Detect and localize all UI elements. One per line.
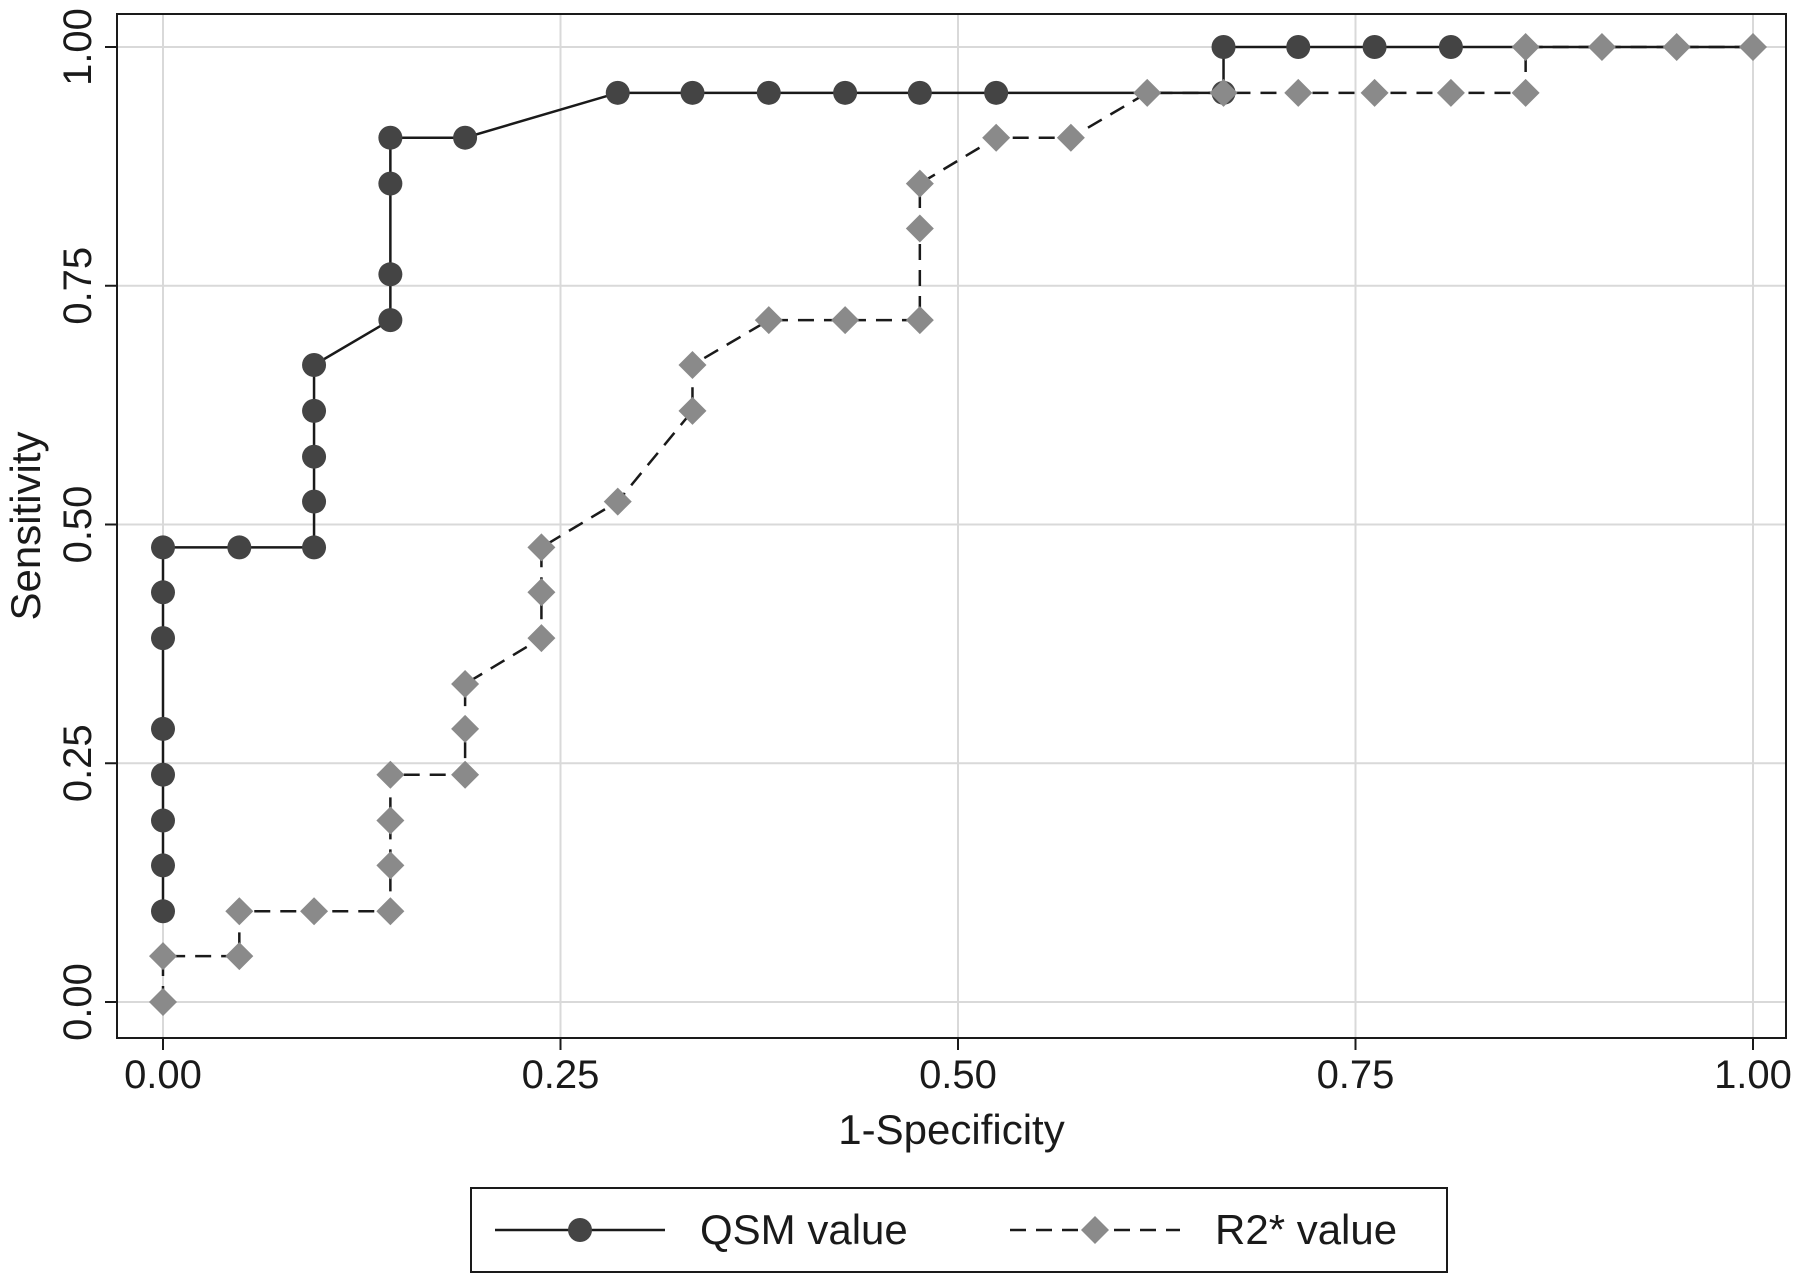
r2-point bbox=[527, 624, 556, 653]
qsm-point bbox=[302, 444, 327, 469]
r2-point bbox=[300, 897, 329, 926]
y-tick-label: 0.25 bbox=[56, 724, 100, 802]
plot-frame bbox=[116, 13, 1787, 1039]
qsm-point bbox=[756, 80, 781, 105]
qsm-point bbox=[302, 489, 327, 514]
y-axis-title: Sensitivity bbox=[2, 431, 49, 620]
r2-point bbox=[1511, 78, 1540, 107]
r2-point bbox=[376, 760, 405, 789]
qsm-point bbox=[302, 535, 327, 560]
legend-label: R2* value bbox=[1215, 1206, 1397, 1253]
r2-point bbox=[376, 806, 405, 835]
r2-point bbox=[905, 169, 934, 198]
r2-point bbox=[149, 942, 177, 971]
qsm-point bbox=[151, 580, 175, 605]
r2-point bbox=[982, 123, 1011, 152]
r2-point bbox=[225, 897, 254, 926]
r2-point bbox=[754, 306, 783, 335]
r2-point bbox=[1056, 123, 1085, 152]
y-tick-label: 0.50 bbox=[56, 486, 100, 564]
x-tick-label: 0.50 bbox=[919, 1053, 997, 1097]
r2-point bbox=[527, 533, 556, 562]
qsm-point bbox=[151, 853, 175, 878]
series-qsm bbox=[151, 35, 1753, 924]
x-axis-title: 1-Specificity bbox=[838, 1106, 1064, 1153]
qsm-point bbox=[302, 398, 327, 423]
series-r2 bbox=[149, 33, 1767, 1016]
legend-item-r2: R2* value bbox=[1010, 1206, 1397, 1253]
series-line bbox=[161, 45, 1753, 912]
grid bbox=[117, 14, 1786, 1038]
qsm-point bbox=[151, 626, 175, 651]
qsm-point bbox=[151, 762, 175, 787]
qsm-point bbox=[151, 899, 175, 924]
legend-item-qsm: QSM value bbox=[495, 1206, 908, 1253]
qsm-point bbox=[378, 308, 403, 333]
qsm-point bbox=[680, 80, 705, 105]
qsm-point bbox=[1438, 35, 1463, 59]
r2-point bbox=[451, 714, 480, 743]
y-tick-label: 0.00 bbox=[56, 963, 100, 1041]
qsm-point bbox=[151, 716, 175, 741]
r2-point bbox=[603, 487, 632, 516]
r2-point bbox=[1133, 78, 1162, 107]
qsm-point bbox=[984, 80, 1009, 105]
qsm-point bbox=[605, 80, 630, 105]
r2-point bbox=[1284, 78, 1313, 107]
r2-point bbox=[527, 578, 556, 607]
qsm-point bbox=[1286, 35, 1311, 59]
y-tick-label: 1.00 bbox=[56, 8, 100, 86]
r2-point bbox=[1360, 78, 1389, 107]
qsm-point bbox=[378, 125, 403, 150]
qsm-point bbox=[227, 535, 252, 560]
r2-point bbox=[1511, 33, 1540, 61]
legend-label: QSM value bbox=[700, 1206, 908, 1253]
r2-point bbox=[1739, 33, 1767, 61]
r2-point bbox=[1436, 78, 1465, 107]
r2-point bbox=[831, 306, 860, 335]
r2-point bbox=[451, 669, 480, 698]
qsm-point bbox=[378, 171, 403, 196]
qsm-point bbox=[151, 535, 175, 560]
r2-point bbox=[678, 351, 707, 380]
qsm-point bbox=[378, 262, 403, 287]
r2-point bbox=[451, 760, 480, 789]
r2-point bbox=[905, 214, 934, 243]
r2-point bbox=[905, 306, 934, 335]
qsm-point bbox=[151, 808, 175, 833]
qsm-point bbox=[1362, 35, 1387, 59]
series bbox=[149, 33, 1767, 1016]
qsm-point bbox=[833, 80, 858, 105]
r2-point bbox=[376, 851, 405, 880]
y-tick-label: 0.75 bbox=[56, 247, 100, 325]
axes: 0.00 0.25 0.50 0.75 1.00 0.00 0.25 0.50 0.75 1.00… bbox=[2, 8, 1792, 1153]
r2-point bbox=[678, 396, 707, 425]
x-tick-label: 0.00 bbox=[124, 1053, 202, 1097]
qsm-point bbox=[302, 353, 327, 378]
r2-point bbox=[149, 988, 177, 1016]
qsm-point bbox=[453, 125, 478, 150]
qsm-point bbox=[907, 80, 932, 105]
legend-marker bbox=[1081, 1216, 1109, 1244]
r2-point bbox=[1209, 78, 1238, 107]
x-tick-label: 0.75 bbox=[1317, 1053, 1395, 1097]
qsm-point bbox=[1211, 35, 1236, 59]
legend-marker bbox=[568, 1218, 592, 1242]
r2-point bbox=[1587, 33, 1616, 61]
r2-point bbox=[376, 897, 405, 926]
r2-point bbox=[225, 942, 254, 971]
r2-point bbox=[1662, 33, 1691, 61]
x-tick-label: 0.25 bbox=[522, 1053, 600, 1097]
x-tick-label: 1.00 bbox=[1714, 1053, 1792, 1097]
legend: QSM value R2* value bbox=[470, 1187, 1448, 1273]
